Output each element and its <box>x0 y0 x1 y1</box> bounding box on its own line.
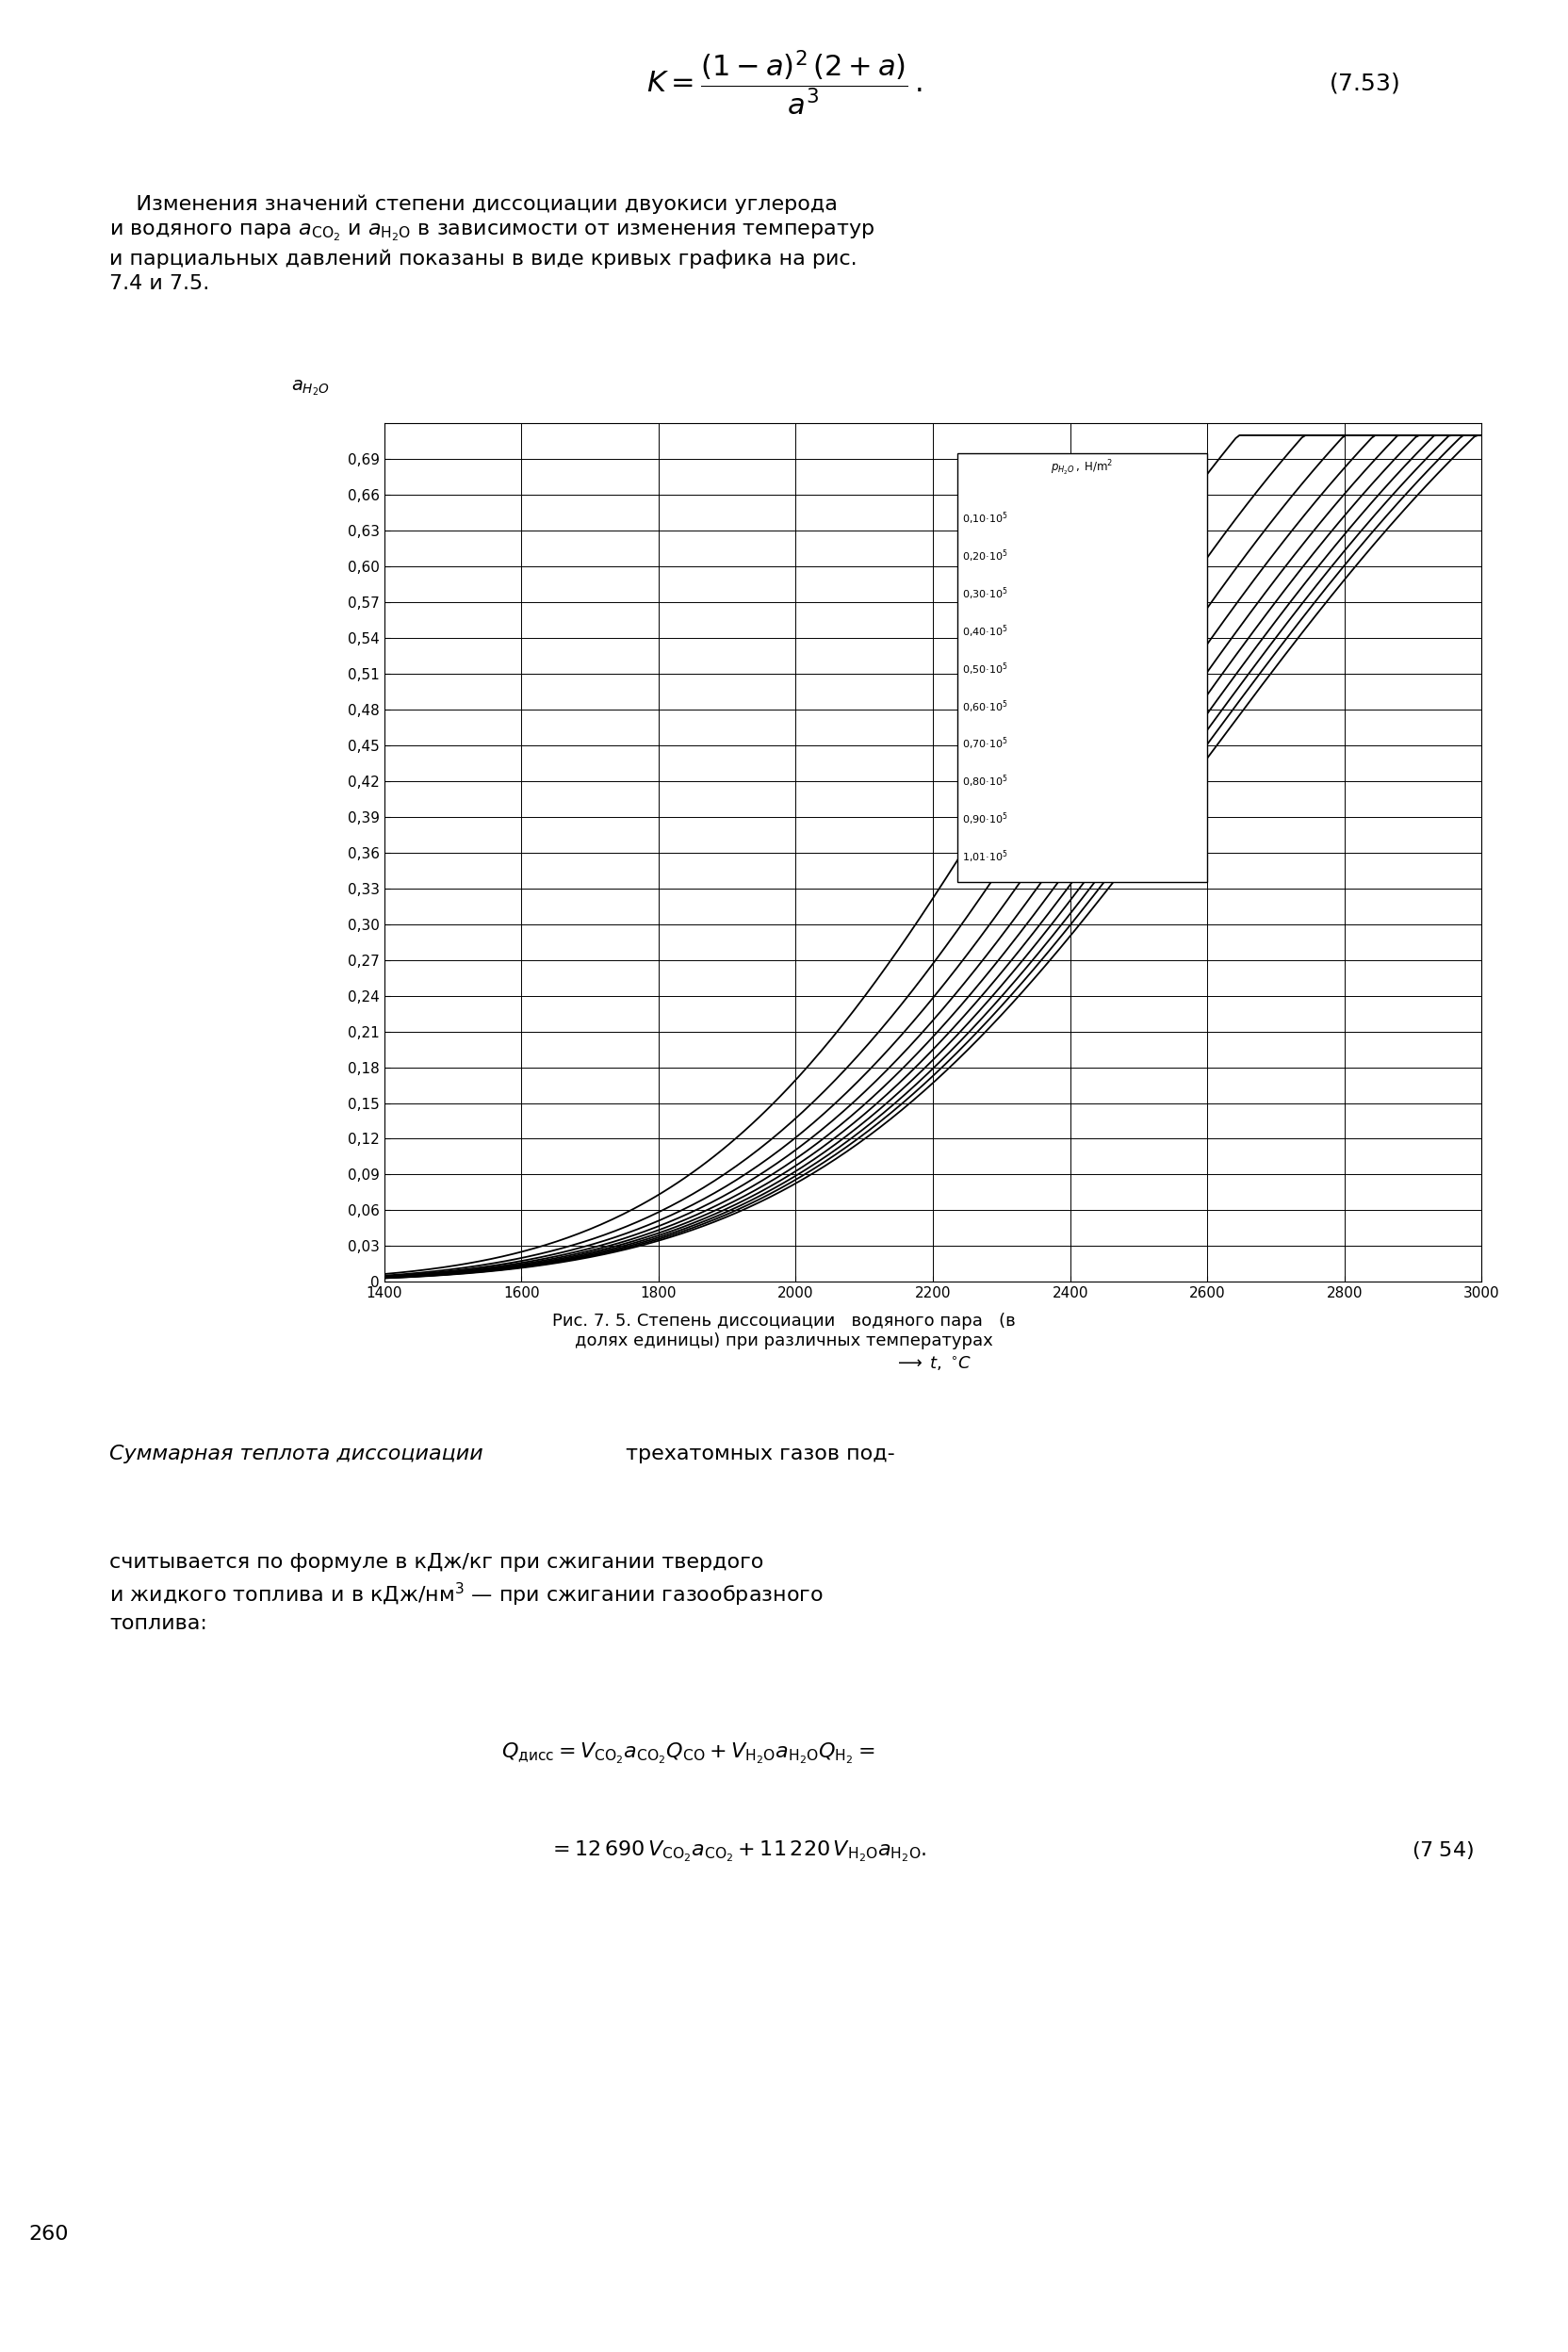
Text: трехатомных газов под-: трехатомных газов под- <box>619 1444 895 1463</box>
Text: 0,90·10$^5$: 0,90·10$^5$ <box>963 811 1008 828</box>
Text: $a_{H_2O}$: $a_{H_2O}$ <box>292 379 329 397</box>
Text: $= 12\,690\,V_{\rm CO_2} a_{\rm CO_2} + 11\,220\,V_{\rm H_2O} a_{\rm H_2O}.$: $= 12\,690\,V_{\rm CO_2} a_{\rm CO_2} + … <box>549 1839 927 1865</box>
Text: Рис. 7. 5. Степень диссоциации   водяного пара   (в
долях единицы) при различных: Рис. 7. 5. Степень диссоциации водяного … <box>552 1312 1016 1350</box>
Text: $(7.53)$: $(7.53)$ <box>1328 71 1400 96</box>
Text: 260: 260 <box>28 2225 69 2244</box>
Text: 0,30·10$^5$: 0,30·10$^5$ <box>963 586 1008 602</box>
Text: 0,60·10$^5$: 0,60·10$^5$ <box>963 699 1008 715</box>
FancyBboxPatch shape <box>956 454 1207 882</box>
Text: 0,80·10$^5$: 0,80·10$^5$ <box>963 774 1008 790</box>
Text: 0,70·10$^5$: 0,70·10$^5$ <box>963 736 1008 753</box>
Text: 0,20·10$^5$: 0,20·10$^5$ <box>963 548 1008 564</box>
Text: считывается по формуле в кДж/кг при сжигании твердого
и жидкого топлива и в кДж/: считывается по формуле в кДж/кг при сжиг… <box>110 1552 823 1632</box>
Text: $K = \dfrac{(1-a)^2\,(2+a)}{a^3}\,.$: $K = \dfrac{(1-a)^2\,(2+a)}{a^3}\,.$ <box>646 49 922 118</box>
Text: 0,10·10$^5$: 0,10·10$^5$ <box>963 510 1008 527</box>
Text: 1,01·10$^5$: 1,01·10$^5$ <box>963 849 1008 866</box>
Text: $p_{H_2O}\,,\;\mathrm{H/m^2}$: $p_{H_2O}\,,\;\mathrm{H/m^2}$ <box>1051 459 1113 477</box>
Text: 0,50·10$^5$: 0,50·10$^5$ <box>963 661 1008 677</box>
Text: $\longrightarrow\; t,\;{}^{\circ}C$: $\longrightarrow\; t,\;{}^{\circ}C$ <box>894 1355 972 1374</box>
Text: $Q_{\rm дисс} = V_{\rm CO_2} a_{\rm CO_2} Q_{\rm CO} + V_{\rm H_2O} a_{\rm H_2O}: $Q_{\rm дисс} = V_{\rm CO_2} a_{\rm CO_2… <box>502 1740 875 1766</box>
Text: $(7\;54)$: $(7\;54)$ <box>1411 1839 1474 1860</box>
Text: 0,40·10$^5$: 0,40·10$^5$ <box>963 623 1008 640</box>
Text: Изменения значений степени диссоциации двуокиси углерода
и водяного пара $a_{\ma: Изменения значений степени диссоциации д… <box>110 195 875 294</box>
Text: Суммарная теплота диссоциации: Суммарная теплота диссоциации <box>110 1444 483 1463</box>
